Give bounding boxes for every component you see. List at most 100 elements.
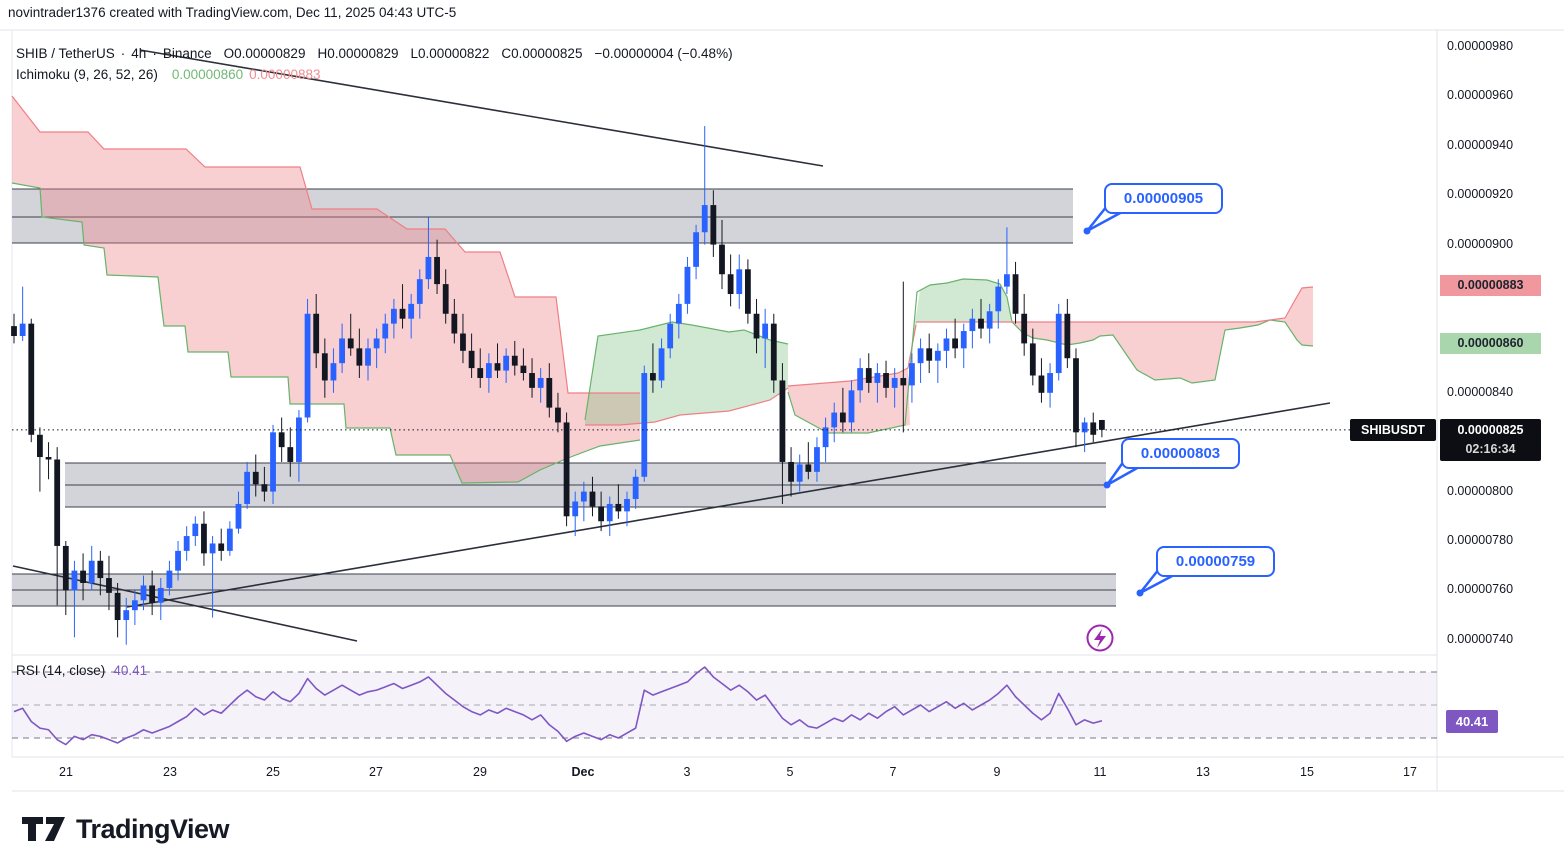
- flash-icon-circle[interactable]: [1086, 624, 1114, 652]
- interval-label[interactable]: 4h: [131, 46, 147, 61]
- time-axis-label: 29: [473, 765, 487, 779]
- candle: [19, 323, 26, 336]
- candle: [710, 205, 717, 245]
- candle: [37, 434, 43, 458]
- flash-icon[interactable]: [1094, 629, 1106, 648]
- candle: [770, 323, 777, 381]
- candle: [891, 377, 898, 388]
- ichimoku-span-line-6: [916, 286, 1314, 323]
- candle: [563, 422, 570, 517]
- price-callout-0[interactable]: 0.00000905: [1104, 183, 1223, 214]
- candle: [468, 350, 475, 369]
- candle: [451, 313, 458, 334]
- candle: [658, 348, 665, 381]
- candle: [485, 363, 492, 378]
- tradingview-logo-text: TradingView: [76, 813, 230, 844]
- candle: [995, 286, 1002, 312]
- candle: [1090, 422, 1097, 435]
- candle: [520, 365, 527, 374]
- time-axis-label: 11: [1093, 765, 1107, 779]
- callout-anchor-dot-0: [1083, 227, 1091, 235]
- time-axis-label: 7: [889, 765, 897, 779]
- candle: [218, 543, 225, 551]
- price-zone-0[interactable]: [12, 189, 1073, 243]
- candle: [365, 348, 371, 366]
- candle: [106, 578, 112, 593]
- candle: [1064, 313, 1071, 359]
- time-axis-label: 3: [683, 765, 691, 779]
- candle: [736, 269, 743, 294]
- time-axis-label: 13: [1196, 765, 1210, 779]
- candle: [727, 274, 734, 294]
- candle: [80, 570, 86, 583]
- candle: [209, 543, 216, 554]
- trendline-0[interactable]: [139, 49, 824, 167]
- candle: [373, 338, 380, 349]
- candle: [304, 313, 311, 418]
- rsi-name[interactable]: RSI (14, close): [16, 663, 106, 678]
- price-axis-tick: 0.00000840: [1447, 384, 1514, 399]
- rsi-line: [13, 666, 1103, 746]
- candle: [831, 412, 838, 428]
- time-axis-label: 17: [1403, 765, 1417, 779]
- candle: [883, 373, 889, 388]
- candle: [313, 313, 320, 354]
- price-axis-tick: 0.00000760: [1447, 582, 1514, 597]
- candle: [140, 585, 147, 601]
- last-price-badge: 0.00000825 02:16:34: [1440, 419, 1541, 462]
- candle: [321, 353, 328, 381]
- ichimoku-cloud-4: [1012, 287, 1313, 383]
- time-axis-label: 21: [59, 765, 73, 779]
- bar-countdown: 02:16:34: [1465, 442, 1516, 457]
- change-value: −0.00000004 (−0.48%): [594, 46, 733, 61]
- last-price-value: 0.00000825: [1457, 422, 1524, 437]
- candle: [822, 427, 829, 448]
- price-axis-tick: 0.00000960: [1447, 88, 1514, 103]
- candle: [11, 326, 17, 336]
- candle: [762, 323, 769, 339]
- candle: [201, 523, 207, 554]
- candle: [62, 545, 69, 591]
- tradingview-logo[interactable]: TradingView: [22, 812, 230, 846]
- candle: [131, 600, 138, 611]
- candle: [874, 373, 881, 383]
- candle: [788, 461, 794, 482]
- candle: [1081, 422, 1088, 433]
- candle: [857, 368, 864, 391]
- candle: [615, 503, 622, 512]
- candle: [157, 587, 164, 603]
- candle: [330, 363, 337, 381]
- candle: [235, 503, 242, 529]
- candle: [244, 471, 251, 504]
- exchange-label: Binance: [162, 46, 212, 61]
- candle: [425, 256, 432, 280]
- candle: [952, 338, 959, 349]
- candle: [494, 363, 501, 371]
- ichimoku-span-line-2: [584, 321, 789, 421]
- candle: [598, 506, 605, 522]
- candle: [226, 528, 233, 551]
- symbol-title[interactable]: SHIB / TetherUS: [16, 46, 115, 61]
- candle: [252, 471, 259, 485]
- ichimoku-span-line-3: [585, 387, 789, 426]
- price-callout-2[interactable]: 0.00000759: [1156, 546, 1275, 577]
- rsi-band: [12, 672, 1437, 738]
- time-axis-label: 25: [266, 765, 280, 779]
- candle: [796, 464, 803, 482]
- high-value: H0.00000829: [317, 46, 399, 61]
- candle: [537, 377, 544, 388]
- candle: [943, 338, 950, 351]
- ichimoku-span-b-price-badge: 0.00000883: [1440, 274, 1541, 296]
- candle: [416, 279, 423, 304]
- ichimoku-span-b-value: 0.00000883: [249, 67, 321, 82]
- trendline-1[interactable]: [126, 402, 1331, 608]
- ichimoku-cloud-3: [908, 279, 1012, 368]
- indicator-name[interactable]: Ichimoku (9, 26, 52, 26): [16, 67, 158, 82]
- candle: [555, 407, 561, 423]
- candle: [460, 333, 466, 351]
- ichimoku-span-line-5: [787, 278, 1314, 434]
- price-callout-1[interactable]: 0.00000803: [1121, 438, 1240, 469]
- price-axis-tick: 0.00000940: [1447, 137, 1514, 152]
- trendline-2[interactable]: [12, 565, 358, 642]
